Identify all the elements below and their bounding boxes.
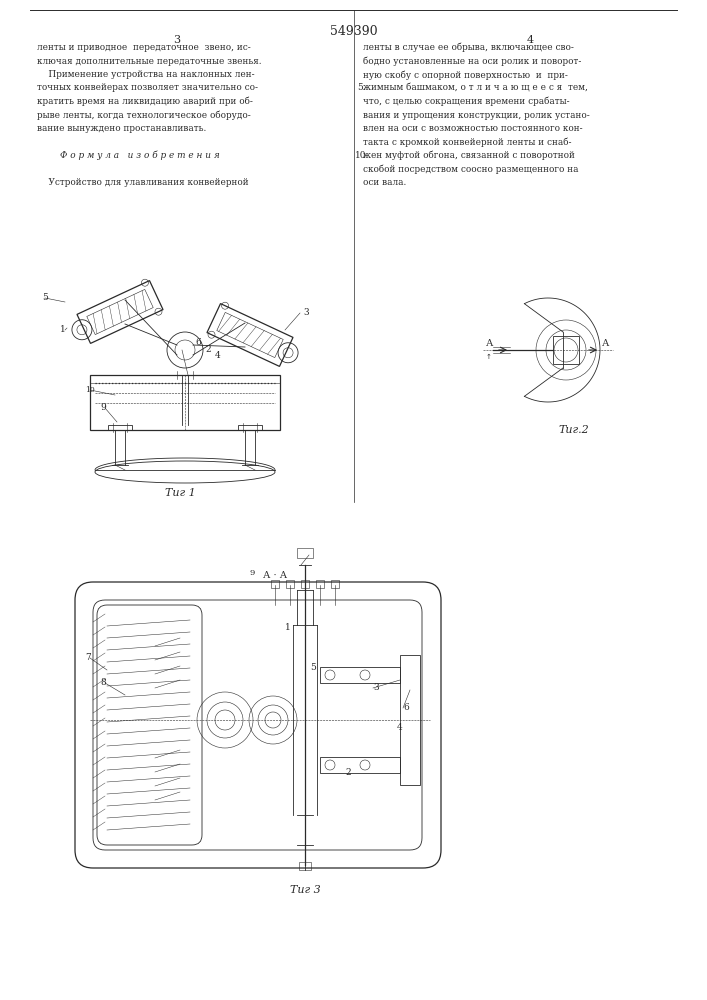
Text: точных конвейерах позволяет значительно со-: точных конвейерах позволяет значительно … xyxy=(37,84,258,93)
Text: кратить время на ликвидацию аварий при об-: кратить время на ликвидацию аварий при о… xyxy=(37,97,253,106)
Text: такта с кромкой конвейерной ленты и снаб-: такта с кромкой конвейерной ленты и снаб… xyxy=(363,137,571,147)
Text: бодно установленные на оси ролик и поворот-: бодно установленные на оси ролик и повор… xyxy=(363,56,581,66)
Text: Устройство для улавливания конвейерной: Устройство для улавливания конвейерной xyxy=(37,178,249,187)
Text: 3: 3 xyxy=(303,308,309,317)
Text: оси вала.: оси вала. xyxy=(363,178,407,187)
Text: 3: 3 xyxy=(373,683,379,692)
Text: 1: 1 xyxy=(60,325,66,334)
Bar xyxy=(286,580,294,588)
Text: ↑: ↑ xyxy=(486,354,492,360)
Text: ключая дополнительные передаточные звенья.: ключая дополнительные передаточные звень… xyxy=(37,56,262,66)
Bar xyxy=(320,757,400,773)
Bar xyxy=(297,548,313,558)
Text: А: А xyxy=(602,339,609,348)
Text: влен на оси с возможностью постоянного кон-: влен на оси с возможностью постоянного к… xyxy=(363,124,583,133)
Text: 4: 4 xyxy=(397,723,403,732)
Bar xyxy=(331,580,339,588)
Bar xyxy=(299,862,311,870)
Text: Ф о р м у л а   и з о б р е т е н и я: Ф о р м у л а и з о б р е т е н и я xyxy=(37,151,220,160)
Text: 5: 5 xyxy=(310,663,316,672)
Text: рыве ленты, когда технологическое оборудо-: рыве ленты, когда технологическое оборуд… xyxy=(37,110,251,120)
Text: 6: 6 xyxy=(195,338,201,347)
Text: Τиг 3: Τиг 3 xyxy=(290,885,320,895)
Text: 3: 3 xyxy=(173,35,180,45)
Text: ленты и приводное  передаточное  звено, ис-: ленты и приводное передаточное звено, ис… xyxy=(37,43,251,52)
Text: 1: 1 xyxy=(285,623,291,632)
Bar xyxy=(400,655,420,785)
Text: 4: 4 xyxy=(215,351,221,360)
Text: А: А xyxy=(486,339,493,348)
Text: жен муфтой обгона, связанной с поворотной: жен муфтой обгона, связанной с поворотно… xyxy=(363,151,575,160)
Text: 10: 10 xyxy=(355,151,366,160)
Text: 4: 4 xyxy=(527,35,534,45)
Bar xyxy=(316,580,324,588)
Text: 549390: 549390 xyxy=(329,25,378,38)
Text: скобой посредством соосно размещенного на: скобой посредством соосно размещенного н… xyxy=(363,164,578,174)
Text: Τиг 1: Τиг 1 xyxy=(165,488,195,498)
Text: 10: 10 xyxy=(85,386,95,394)
Text: 2: 2 xyxy=(205,345,211,354)
Bar xyxy=(320,667,400,683)
Text: ленты в случае ее обрыва, включающее сво-: ленты в случае ее обрыва, включающее сво… xyxy=(363,43,574,52)
Text: жимным башмаком, о т л и ч а ю щ е е с я  тем,: жимным башмаком, о т л и ч а ю щ е е с я… xyxy=(363,84,588,93)
Text: 5: 5 xyxy=(42,293,48,302)
Bar xyxy=(301,580,309,588)
Text: А · А: А · А xyxy=(263,571,287,580)
Text: что, с целью сокращения времени срабаты-: что, с целью сокращения времени срабаты- xyxy=(363,97,570,106)
Text: 5: 5 xyxy=(357,84,363,93)
Text: 9: 9 xyxy=(100,403,106,412)
Text: Τиг.2: Τиг.2 xyxy=(558,425,589,435)
Bar xyxy=(553,336,579,364)
Text: 9: 9 xyxy=(250,569,255,577)
Text: вание вынуждено простанавливать.: вание вынуждено простанавливать. xyxy=(37,124,206,133)
Text: 7: 7 xyxy=(85,653,90,662)
Text: 6: 6 xyxy=(403,703,409,712)
Bar xyxy=(90,375,280,430)
Text: ную скобу с опорной поверхностью  и  при-: ную скобу с опорной поверхностью и при- xyxy=(363,70,568,80)
Text: 2: 2 xyxy=(345,768,351,777)
Bar xyxy=(271,580,279,588)
Text: Применение устройства на наклонных лен-: Применение устройства на наклонных лен- xyxy=(37,70,255,79)
Text: вания и упрощения конструкции, ролик устано-: вания и упрощения конструкции, ролик уст… xyxy=(363,110,590,119)
Text: 8: 8 xyxy=(100,678,106,687)
